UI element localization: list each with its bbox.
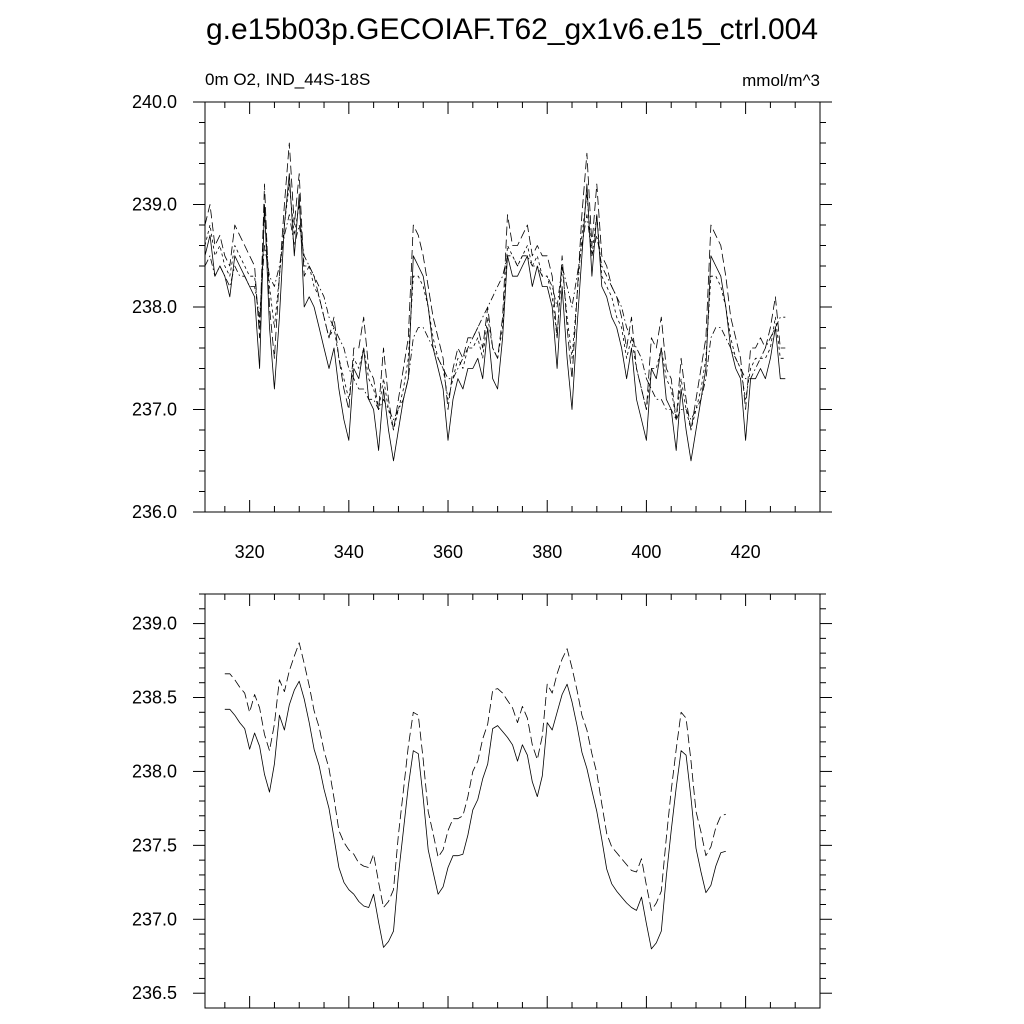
y-tick-label: 237.5: [132, 835, 177, 855]
top-panel-axis-ticks: [193, 101, 832, 513]
series-line-solid: [204, 173, 786, 462]
x-tick-label: 360: [433, 542, 463, 562]
bottom-panel-series: [224, 642, 726, 950]
series-line-short: [204, 183, 786, 431]
x-tick-label: 380: [532, 542, 562, 562]
y-tick-label: 237.0: [132, 400, 177, 420]
bottom-panel-tick-labels: 236.5 237.0 237.5 238.0 238.5 239.0: [132, 614, 177, 1004]
x-tick-label: 320: [235, 542, 265, 562]
y-tick-label: 237.0: [132, 909, 177, 929]
figure-title: g.e15b03p.GECOIAF.T62_gx1v6.e15_ctrl.004: [206, 13, 818, 46]
bottom-panel-axis-ticks: [193, 593, 832, 1008]
y-tick-label: 239.0: [132, 195, 177, 215]
series-line-long: [224, 642, 726, 911]
x-tick-label: 400: [631, 542, 661, 562]
y-tick-label: 236.0: [132, 502, 177, 522]
top-panel-series: [204, 142, 786, 462]
bottom-panel-frame: [204, 593, 821, 1009]
series-line-long: [204, 142, 786, 431]
bottom-panel: 236.5 237.0 237.5 238.0 238.5 239.0: [132, 593, 832, 1009]
series-line-dashdot: [204, 214, 786, 421]
top-panel-tick-labels: 320 340 360 380 400 420 236.0 237.0 238.0 239.0 24…: [132, 92, 761, 562]
y-tick-label: 238.0: [132, 761, 177, 781]
top-panel-right-label: mmol/m^3: [742, 71, 820, 90]
x-tick-label: 420: [731, 542, 761, 562]
y-tick-label: 236.5: [132, 983, 177, 1003]
y-tick-label: 238.5: [132, 688, 177, 708]
top-panel: 0m O2, IND_44S-18S mmol/m^3 320 340 360 380…: [132, 70, 832, 562]
y-tick-label: 238.0: [132, 297, 177, 317]
y-tick-label: 240.0: [132, 92, 177, 112]
y-tick-label: 239.0: [132, 614, 177, 634]
series-line-solid: [224, 680, 726, 950]
top-panel-frame: [204, 101, 821, 513]
x-tick-label: 340: [334, 542, 364, 562]
top-panel-left-label: 0m O2, IND_44S-18S: [205, 70, 370, 89]
